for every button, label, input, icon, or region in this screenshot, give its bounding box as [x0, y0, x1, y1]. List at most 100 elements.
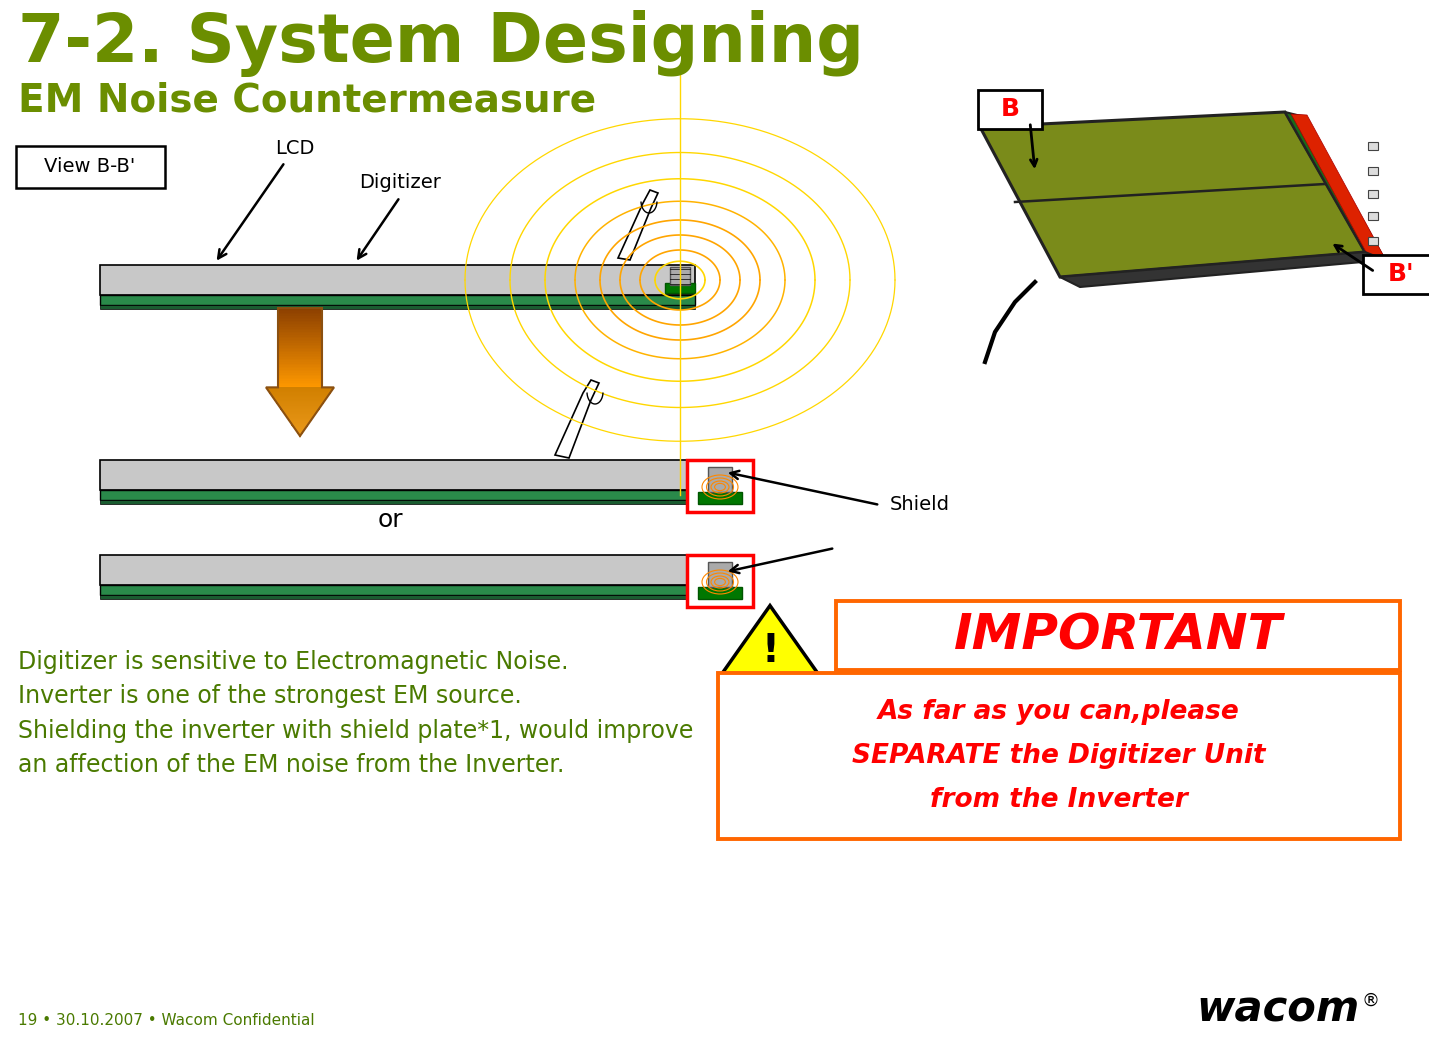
Bar	[286, 416, 314, 417]
Bar	[299, 433, 302, 436]
Bar	[100, 585, 694, 595]
Bar	[100, 460, 694, 490]
Bar	[279, 346, 322, 348]
Bar	[270, 392, 330, 394]
Bar	[279, 365, 322, 367]
Bar	[297, 431, 303, 432]
Text: Digitizer is sensitive to Electromagnetic Noise.
Inverter is one of the stronges: Digitizer is sensitive to Electromagneti…	[19, 650, 693, 777]
Text: or: or	[377, 508, 403, 532]
Bar	[279, 357, 322, 359]
Bar	[279, 351, 322, 353]
Bar	[687, 555, 753, 607]
Bar	[297, 432, 303, 435]
Bar	[697, 492, 742, 504]
Bar	[279, 324, 322, 326]
Polygon shape	[554, 380, 599, 458]
Bar	[273, 397, 327, 399]
Bar	[272, 396, 329, 398]
Bar	[293, 426, 307, 428]
Bar	[100, 265, 694, 295]
Bar	[283, 412, 317, 414]
Bar	[269, 391, 332, 393]
Bar	[279, 372, 322, 374]
Bar	[280, 406, 320, 408]
Bar	[279, 375, 322, 377]
Bar	[279, 405, 322, 407]
Bar	[279, 368, 322, 370]
Bar	[279, 321, 322, 323]
Bar	[100, 555, 694, 585]
Bar	[707, 467, 732, 492]
Text: As far as you can,please
SEPARATE the Digitizer Unit
from the Inverter: As far as you can,please SEPARATE the Di…	[852, 699, 1266, 813]
Text: ®: ®	[1362, 992, 1380, 1010]
Bar	[670, 267, 690, 286]
Bar	[279, 355, 322, 357]
Bar	[279, 345, 322, 347]
Bar	[274, 399, 326, 401]
Bar	[279, 343, 322, 345]
Bar	[1368, 190, 1378, 198]
Bar	[279, 370, 322, 372]
Bar	[296, 430, 304, 431]
Text: 7-2. System Designing: 7-2. System Designing	[19, 10, 865, 77]
Bar	[279, 386, 322, 388]
Bar	[282, 410, 319, 411]
Bar	[279, 308, 322, 311]
FancyBboxPatch shape	[836, 601, 1400, 670]
Bar	[279, 333, 322, 336]
Bar	[279, 328, 322, 330]
Bar	[280, 408, 320, 410]
Bar	[279, 361, 322, 363]
Bar	[270, 394, 330, 395]
Polygon shape	[1290, 114, 1388, 262]
Bar	[272, 395, 329, 396]
Bar	[286, 417, 313, 418]
Bar	[276, 402, 324, 403]
Bar	[299, 435, 302, 437]
Polygon shape	[722, 605, 817, 673]
Bar	[279, 339, 322, 341]
Bar	[687, 460, 753, 512]
Bar	[279, 340, 322, 342]
Bar	[284, 414, 316, 416]
Bar	[279, 337, 322, 339]
Bar	[279, 342, 322, 344]
Bar	[290, 423, 309, 424]
Bar	[289, 420, 312, 422]
Bar	[279, 327, 322, 329]
Bar	[279, 319, 322, 321]
Polygon shape	[980, 111, 1365, 277]
Bar	[279, 316, 322, 318]
Bar	[279, 331, 322, 333]
FancyBboxPatch shape	[977, 90, 1042, 129]
Bar	[100, 595, 694, 599]
Bar	[287, 418, 313, 420]
Polygon shape	[1060, 252, 1385, 287]
Bar	[279, 330, 322, 332]
Bar	[279, 312, 322, 314]
Bar	[1368, 167, 1378, 175]
Bar	[279, 376, 322, 378]
Polygon shape	[617, 190, 657, 260]
Bar	[279, 349, 322, 351]
Text: Shield: Shield	[890, 496, 950, 515]
Bar	[279, 322, 322, 324]
Bar	[279, 381, 322, 383]
Bar	[290, 421, 310, 423]
Bar	[267, 390, 333, 392]
Text: 19 • 30.10.2007 • Wacom Confidential: 19 • 30.10.2007 • Wacom Confidential	[19, 1013, 314, 1028]
Bar	[277, 404, 322, 406]
Bar	[279, 378, 322, 380]
Bar	[664, 283, 694, 293]
Bar	[279, 313, 322, 315]
Bar	[1368, 142, 1378, 150]
Bar	[292, 424, 309, 425]
Text: LCD: LCD	[276, 139, 314, 157]
Bar	[293, 425, 307, 427]
Bar	[279, 318, 322, 320]
Text: IMPORTANT: IMPORTANT	[953, 612, 1282, 660]
Bar	[100, 490, 694, 500]
Bar	[279, 373, 322, 375]
Text: B: B	[1000, 97, 1019, 121]
Bar	[266, 388, 334, 389]
